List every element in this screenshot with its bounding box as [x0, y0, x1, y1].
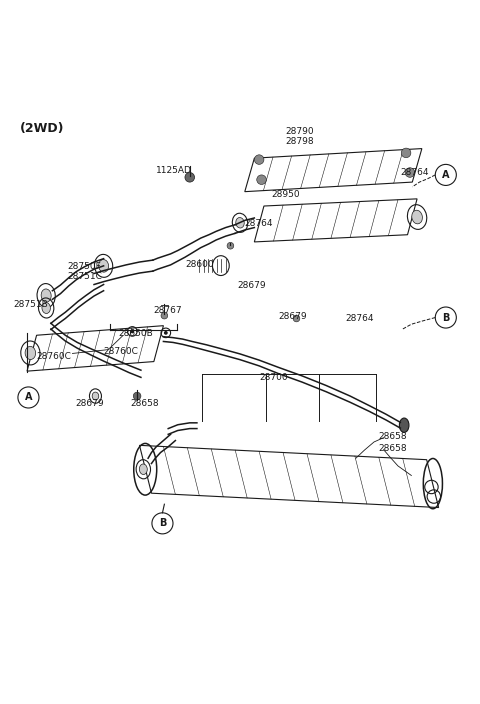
Text: 28658: 28658: [379, 432, 408, 441]
Ellipse shape: [399, 418, 409, 432]
Ellipse shape: [42, 303, 50, 313]
Text: 28600: 28600: [185, 260, 214, 270]
Text: 28751B: 28751B: [13, 300, 48, 308]
Text: B: B: [442, 313, 449, 322]
Text: 28750F
28751C: 28750F 28751C: [68, 262, 103, 282]
Text: (2WD): (2WD): [20, 122, 64, 135]
Circle shape: [185, 172, 194, 182]
Text: 28764: 28764: [245, 219, 273, 228]
Ellipse shape: [41, 289, 51, 302]
Text: 28950: 28950: [271, 189, 300, 199]
Text: 28760C: 28760C: [104, 346, 138, 356]
Text: 28650B: 28650B: [118, 329, 153, 339]
Text: 28679: 28679: [75, 399, 104, 408]
Circle shape: [227, 242, 234, 249]
Ellipse shape: [236, 218, 244, 228]
Circle shape: [293, 315, 300, 322]
Text: A: A: [24, 392, 32, 403]
Text: 28767: 28767: [153, 306, 181, 315]
Text: 28700: 28700: [259, 373, 288, 382]
Ellipse shape: [25, 346, 36, 360]
Circle shape: [131, 329, 134, 333]
Text: 28760C: 28760C: [36, 352, 72, 361]
Text: 28790
28798: 28790 28798: [286, 127, 314, 146]
Text: 28679: 28679: [278, 312, 307, 321]
Circle shape: [254, 155, 264, 165]
Text: 28658: 28658: [379, 444, 408, 453]
Text: 28764: 28764: [400, 168, 429, 177]
Circle shape: [405, 168, 415, 177]
Text: 28764: 28764: [345, 314, 374, 323]
Circle shape: [164, 331, 168, 335]
Text: A: A: [442, 170, 450, 180]
Text: 1125AD: 1125AD: [156, 165, 192, 175]
Text: 28679: 28679: [238, 282, 266, 291]
Text: 28658: 28658: [130, 399, 158, 408]
Circle shape: [133, 392, 141, 400]
Ellipse shape: [139, 464, 147, 474]
Ellipse shape: [412, 210, 422, 224]
Circle shape: [161, 313, 168, 319]
Circle shape: [401, 148, 411, 158]
Ellipse shape: [92, 392, 99, 400]
Circle shape: [257, 175, 266, 184]
Ellipse shape: [98, 260, 108, 272]
Text: B: B: [159, 518, 166, 528]
